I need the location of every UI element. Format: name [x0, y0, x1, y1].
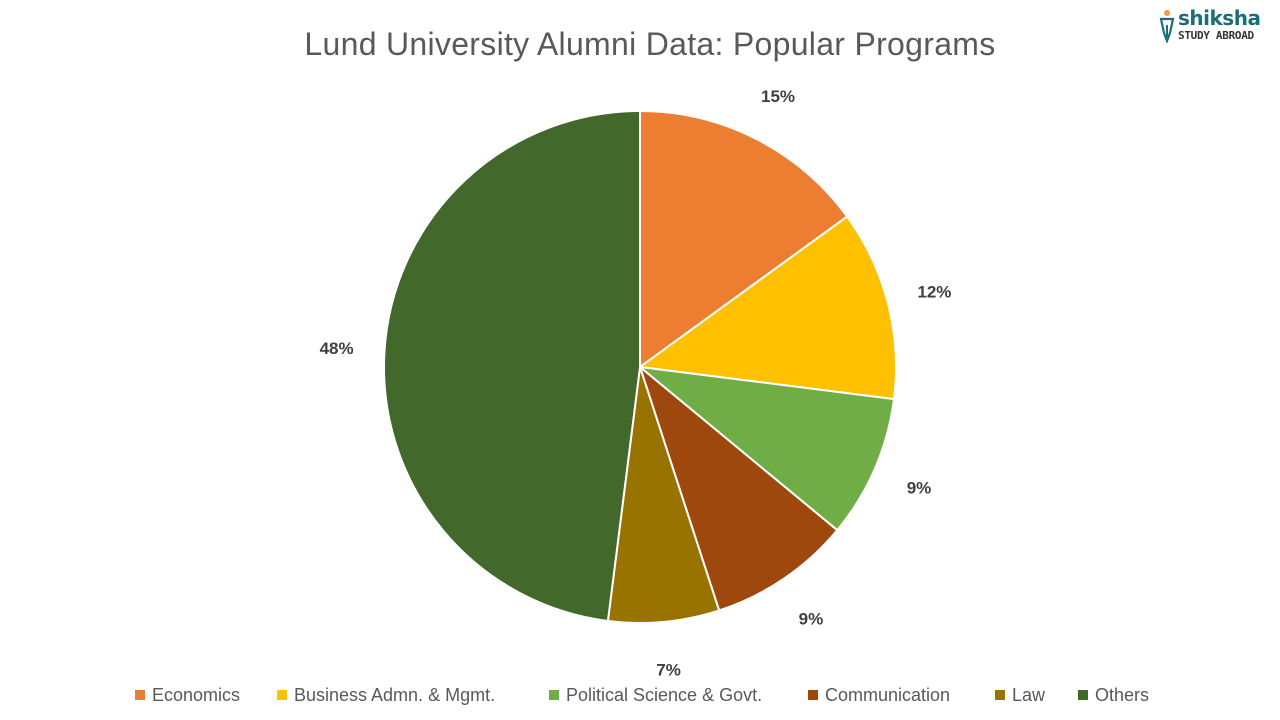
chart-title: Lund University Alumni Data: Popular Pro… [304, 26, 996, 62]
legend-item-others: Others [1078, 683, 1149, 707]
data-label-communication: 9% [799, 609, 824, 628]
legend-swatch [995, 690, 1005, 700]
legend-label: Communication [825, 684, 951, 705]
pie-slice-economics [639, 109, 849, 369]
data-label-business-admn-mgmt: 12% [917, 282, 951, 301]
legend-swatch [135, 690, 145, 700]
shiksha-logo: shiksha STUDY ABROAD [1158, 6, 1268, 46]
legend-label: Law [1012, 684, 1046, 705]
legend-label: Business Admn. & Mgmt. [294, 684, 496, 705]
logo-subtitle: STUDY ABROAD [1178, 29, 1254, 42]
legend-swatch [1078, 690, 1088, 700]
legend-item-economics: Economics [135, 683, 240, 707]
legend-label: Political Science & Govt. [566, 684, 763, 705]
pie-slice-communication [637, 364, 839, 612]
legend-item-law: Law [995, 683, 1045, 707]
legend-label: Economics [152, 684, 241, 705]
pie-slice-law [606, 366, 721, 624]
legend-label: Others [1095, 684, 1150, 705]
legend-item-business-admn-mgmt: Business Admn. & Mgmt. [277, 683, 495, 707]
data-label-others: 48% [320, 339, 354, 358]
legend-item-communication: Communication [808, 683, 950, 707]
pie-slice-business-admn-mgmt [637, 215, 897, 401]
logo-brand: shiksha [1178, 6, 1261, 30]
legend-item-political-science-govt: Political Science & Govt. [549, 683, 762, 707]
data-label-economics: 15% [761, 87, 795, 106]
pie-slice-political-science-govt [636, 365, 896, 532]
legend-swatch [808, 690, 818, 700]
data-label-political-science-govt: 9% [907, 479, 932, 498]
pen-nib-icon [1159, 10, 1175, 43]
chart-legend: Economics Business Admn. & Mgmt. Political… [0, 683, 1280, 707]
legend-swatch [277, 690, 287, 700]
legend-swatch [549, 690, 559, 700]
data-label-law: 7% [656, 661, 681, 680]
pie-slice-others [383, 109, 641, 623]
